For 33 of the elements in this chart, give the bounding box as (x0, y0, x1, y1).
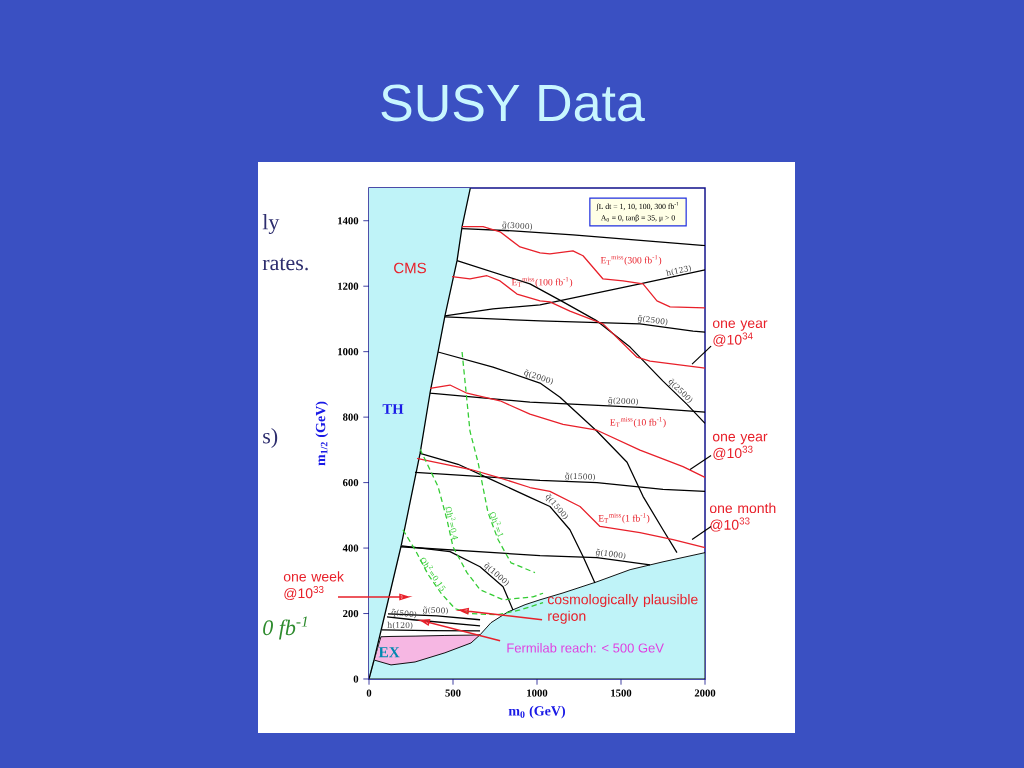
series-label: TH (382, 404, 404, 414)
series-label: E$_{T}$$^{miss}$(300 fb$^{-1}$) (600, 254, 662, 266)
y-tick-label: 1200 (338, 282, 359, 290)
series-label: E$_{T}$$^{miss}$(10 fb$^{-1}$) (610, 417, 666, 428)
y-tick-label: 200 (343, 609, 359, 618)
text: s) (263, 428, 278, 448)
annotation: one month @10$^{33}$ (709, 502, 776, 532)
y-tick-label: 400 (342, 544, 359, 552)
annotation: cosmologically plausible region (547, 594, 698, 624)
x-tick-label: 1500 (611, 689, 632, 697)
x-tick-label: 1000 (527, 689, 548, 697)
text: rates. (262, 257, 308, 271)
series-label: EX (378, 647, 400, 658)
x-tick-label: 0 (366, 689, 372, 697)
text: 0 fb$^{-1}$ (263, 616, 308, 640)
y-tick-label: 1000 (338, 348, 359, 356)
y-tick-label: 0 (353, 675, 359, 683)
text: one week @10$^{33}$ (283, 571, 344, 600)
series-label: E$_{T}$$^{miss}$(100 fb$^{-1}$) (511, 276, 573, 288)
chart-title: SUSY Data (381, 84, 645, 122)
annotation: CMS (394, 262, 426, 274)
series-label: E$_{T}$$^{miss}$(1 fb$^{-1}$) (598, 512, 650, 524)
text: ly (262, 213, 280, 234)
annotation: one year @10$^{33}$ (712, 433, 768, 460)
annotation: Fermilab reach: < 500 GeV (507, 643, 664, 653)
y-axis-title: m$_{1/2}$ (GeV) (315, 401, 329, 466)
annotation: one year @10$^{34}$ (712, 320, 768, 347)
x-axis-title: m$_{0}$ (GeV) (508, 705, 566, 719)
x-tick-label: 2000 (694, 689, 716, 697)
y-tick-label: 800 (342, 413, 359, 421)
y-tick-label: 600 (342, 479, 359, 487)
x-tick-label: 500 (445, 689, 461, 697)
y-tick-label: 1400 (338, 217, 359, 225)
